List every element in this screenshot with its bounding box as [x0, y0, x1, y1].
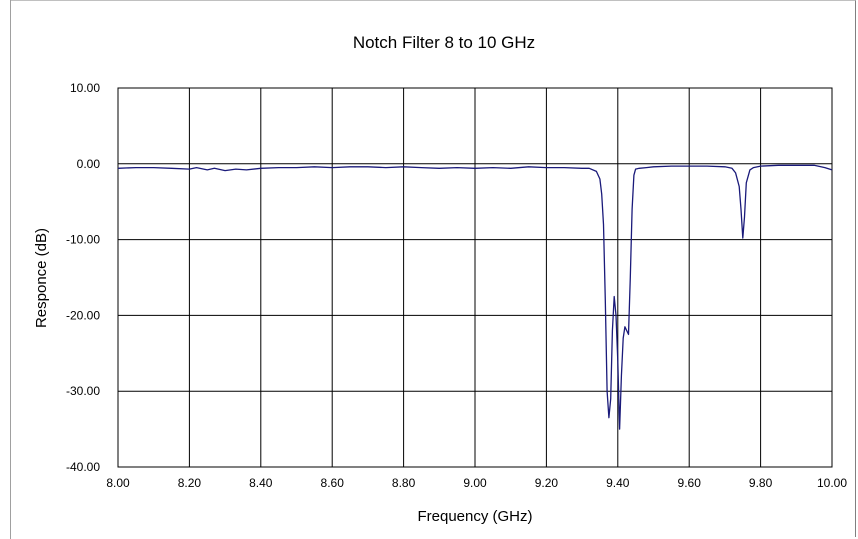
x-tick-label: 8.80 [392, 476, 416, 490]
y-tick-label: -40.00 [66, 460, 100, 474]
x-axis-label: Frequency (GHz) [417, 508, 532, 525]
x-tick-label: 9.60 [678, 476, 702, 490]
tick-labels: 8.00 8.20 8.40 8.60 8.80 9.00 9.20 9.40 9.60 9.80… [66, 81, 847, 490]
x-tick-label: 9.00 [463, 476, 487, 490]
x-tick-label: 10.00 [817, 476, 847, 490]
x-tick-label: 8.20 [178, 476, 202, 490]
chart-frame [10, 0, 856, 537]
x-tick-label: 9.80 [749, 476, 773, 490]
y-tick-label: 10.00 [70, 81, 100, 95]
y-axis-label: Responce (dB) [33, 228, 50, 328]
chart-frame-left-edge [10, 0, 11, 539]
grid-lines [117, 87, 833, 468]
y-tick-label: -20.00 [66, 308, 100, 322]
series-line [117, 164, 833, 430]
chart-title: Notch Filter 8 to 10 GHz [353, 33, 535, 52]
plot-area-border [117, 87, 833, 468]
x-tick-label: 9.20 [535, 476, 559, 490]
series-group [117, 164, 833, 430]
x-tick-label: 8.60 [321, 476, 345, 490]
y-tick-label: -30.00 [66, 384, 100, 398]
y-tick-label: 0.00 [77, 157, 101, 171]
x-tick-label: 8.40 [249, 476, 273, 490]
x-tick-label: 8.00 [106, 476, 130, 490]
x-tick-label: 9.40 [606, 476, 630, 490]
y-tick-label: -10.00 [66, 233, 100, 247]
